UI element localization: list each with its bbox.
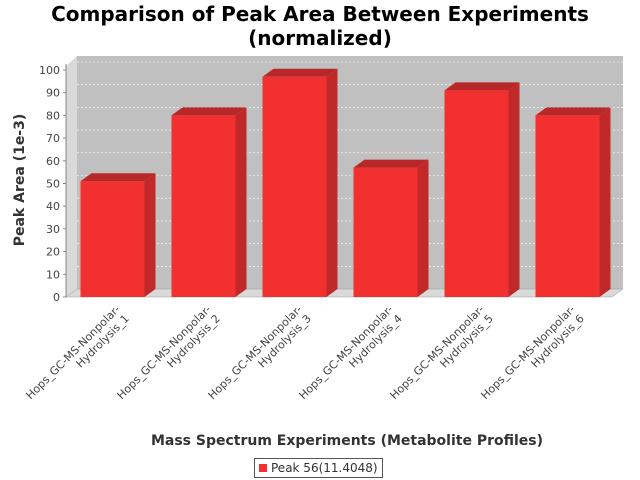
y-tick-label: 50 xyxy=(46,178,60,191)
x-tick-labels: Hops_GC-MS-Nonpolar-Hydrolysis_1Hops_GC-… xyxy=(24,303,587,411)
x-axis-label: Mass Spectrum Experiments (Metabolite Pr… xyxy=(151,433,543,449)
y-tick-label: 40 xyxy=(46,200,60,213)
chart-title: Comparison of Peak Area Between Experime… xyxy=(0,2,640,50)
x-tick-label-line: Hops_GC-MS-Nonpolar- xyxy=(206,303,305,402)
bar-side xyxy=(417,159,429,297)
bar-front xyxy=(535,115,600,298)
y-axis: 0 10 20 30 40 50 60 70 80 90 100 xyxy=(39,64,67,304)
bar-side xyxy=(599,107,611,298)
bar-side xyxy=(326,68,338,297)
bar-top xyxy=(444,82,520,91)
chart-title-line-2: (normalized) xyxy=(248,26,392,50)
y-tick-label: 0 xyxy=(53,291,60,304)
bar-side xyxy=(144,173,156,297)
bar-front xyxy=(444,90,509,298)
bar-front xyxy=(171,115,236,298)
bar xyxy=(171,107,247,298)
bar xyxy=(535,107,611,298)
y-tick-label: 30 xyxy=(46,223,60,236)
bar xyxy=(262,68,338,297)
y-tick-label: 10 xyxy=(46,268,60,281)
bar xyxy=(80,173,156,297)
y-tick-label: 70 xyxy=(46,132,60,145)
bar-top xyxy=(262,68,338,77)
grid-lines xyxy=(77,61,623,267)
bar-front xyxy=(262,76,327,297)
x-tick-label-line: Hops_GC-MS-Nonpolar- xyxy=(297,303,396,402)
y-axis-label: Peak Area (1e-3) xyxy=(12,114,28,247)
legend: Peak 56(11.4048) xyxy=(254,458,383,478)
bar-top xyxy=(171,107,247,116)
bar-front xyxy=(80,181,145,297)
chart-title-line-1: Comparison of Peak Area Between Experime… xyxy=(51,2,589,26)
legend-swatch xyxy=(259,464,267,472)
bar-top xyxy=(353,159,429,168)
x-tick-label-line: Hops_GC-MS-Nonpolar- xyxy=(115,303,214,402)
plot-back-wall xyxy=(77,56,623,289)
y-tick-label: 90 xyxy=(46,87,60,100)
legend-label: Peak 56(11.4048) xyxy=(271,461,378,475)
y-tick-label: 80 xyxy=(46,109,60,122)
x-tick-label-line: Hops_GC-MS-Nonpolar- xyxy=(388,303,487,402)
bars xyxy=(80,68,611,298)
x-tick-label-line: Hops_GC-MS-Nonpolar- xyxy=(479,303,578,402)
x-tick-label: Hops_GC-MS-Nonpolar-Hydrolysis_6 xyxy=(479,303,587,411)
plot-left-wall xyxy=(66,56,77,297)
bar-top xyxy=(80,173,156,182)
bar-front xyxy=(353,167,418,297)
bar xyxy=(353,159,429,297)
y-tick-label: 20 xyxy=(46,246,60,259)
x-tick-label-line: Hops_GC-MS-Nonpolar- xyxy=(24,303,123,402)
bar-side xyxy=(235,107,247,298)
y-tick-label: 100 xyxy=(39,64,60,77)
bar-side xyxy=(508,82,520,298)
bar-top xyxy=(535,107,611,116)
bar xyxy=(444,82,520,298)
y-tick-label: 60 xyxy=(46,155,60,168)
